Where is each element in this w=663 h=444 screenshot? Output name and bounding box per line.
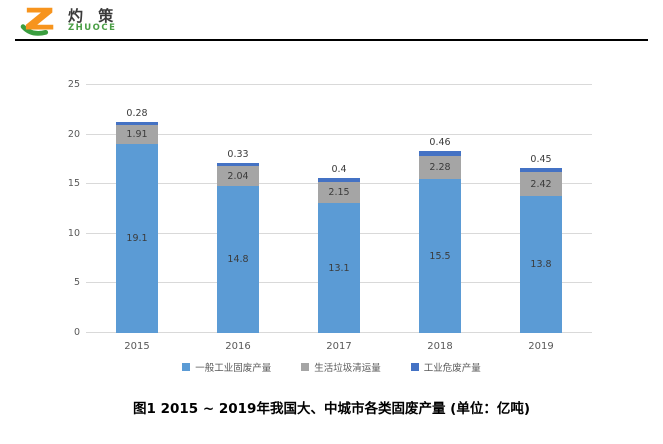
brand-name-en: ZHUOCE xyxy=(68,23,117,34)
chart-legend: 一般工业固废产量 生活垃圾清运量 工业危废产量 xyxy=(0,360,663,374)
y-axis-tick-label: 0 xyxy=(73,327,80,338)
legend-item: 工业危废产量 xyxy=(410,360,481,374)
bar-segment-一般工业固废产量: 13.1 xyxy=(318,203,360,333)
bar-segment-生活垃圾清运量: 2.42 xyxy=(520,172,562,196)
bar-segment-工业危废产量 xyxy=(520,168,562,172)
legend-item: 一般工业固废产量 xyxy=(182,360,271,374)
bar-segment-工业危废产量 xyxy=(116,122,158,125)
legend-swatch-icon xyxy=(410,363,419,371)
bar-value-label: 2.04 xyxy=(227,170,249,182)
bar-value-label: 14.8 xyxy=(227,254,249,265)
x-axis-label: 2015 xyxy=(124,341,150,352)
x-axis-label: 2016 xyxy=(225,341,251,352)
legend-swatch-icon xyxy=(182,363,191,371)
x-axis-label: 2018 xyxy=(427,341,453,352)
x-axis-label: 2019 xyxy=(528,341,554,352)
stacked-bar-chart: 0 5 10 15 20 25 19.1 1.91 0.28 2015 14.8 2.04 0.33 20… xyxy=(0,60,663,390)
bar-value-label: 2.15 xyxy=(328,187,350,198)
gridline xyxy=(86,84,592,85)
bar-segment-生活垃圾清运量: 1.91 xyxy=(116,125,158,144)
bar-top-value-label: 0.45 xyxy=(530,154,552,165)
legend-swatch-icon xyxy=(301,363,310,371)
y-axis-tick-label: 15 xyxy=(67,178,80,189)
bar-value-label: 19.1 xyxy=(126,233,148,244)
bar-value-label: 15.5 xyxy=(429,250,451,262)
bar-segment-一般工业固废产量: 13.8 xyxy=(520,196,562,333)
gridline xyxy=(86,134,592,135)
bar-top-value-label: 0.4 xyxy=(331,164,347,175)
legend-label: 工业危废产量 xyxy=(423,363,481,374)
bar-value-label: 13.8 xyxy=(530,259,552,270)
y-axis-tick-label: 5 xyxy=(73,277,80,288)
bar-value-label: 2.42 xyxy=(530,178,552,190)
z-swoosh-logo-icon xyxy=(20,7,54,36)
bar-segment-生活垃圾清运量: 2.04 xyxy=(217,166,259,186)
bar-segment-生活垃圾清运量: 2.15 xyxy=(318,182,360,203)
legend-item: 生活垃圾清运量 xyxy=(301,360,381,374)
bar-segment-一般工业固废产量: 15.5 xyxy=(419,179,461,333)
bar-segment-一般工业固废产量: 14.8 xyxy=(217,186,259,333)
header-divider xyxy=(15,39,648,41)
bar-segment-一般工业固废产量: 19.1 xyxy=(116,144,158,333)
bar-top-value-label: 0.46 xyxy=(429,137,451,148)
logo: 灼 策 ZHUOCE xyxy=(20,4,118,38)
legend-label: 一般工业固废产量 xyxy=(195,363,272,374)
y-axis-tick-label: 25 xyxy=(67,79,80,90)
bar-value-label: 1.91 xyxy=(126,129,148,140)
bar-segment-工业危废产量 xyxy=(419,151,461,156)
y-axis-tick-label: 10 xyxy=(67,228,80,239)
bar-top-value-label: 0.33 xyxy=(227,149,249,160)
y-axis-tick-label: 20 xyxy=(67,129,80,140)
bar-value-label: 2.28 xyxy=(429,162,451,173)
x-axis-label: 2017 xyxy=(326,341,352,352)
bar-segment-工业危废产量 xyxy=(217,163,259,166)
brand-name-cn: 灼 策 xyxy=(68,6,119,25)
bar-value-label: 13.1 xyxy=(328,262,350,274)
plot-area: 0 5 10 15 20 25 19.1 1.91 0.28 2015 14.8 2.04 0.33 20… xyxy=(68,79,592,352)
bar-segment-工业危废产量 xyxy=(318,178,360,182)
bar-segment-生活垃圾清运量: 2.28 xyxy=(419,156,461,179)
bar-top-value-label: 0.28 xyxy=(126,108,148,119)
legend-label: 生活垃圾清运量 xyxy=(314,363,381,374)
brand-text: 灼 策 ZHUOCE xyxy=(68,6,119,34)
figure-caption: 图1 2015 ~ 2019年我国大、中城市各类固废产量 (单位：亿吨) xyxy=(133,401,530,417)
